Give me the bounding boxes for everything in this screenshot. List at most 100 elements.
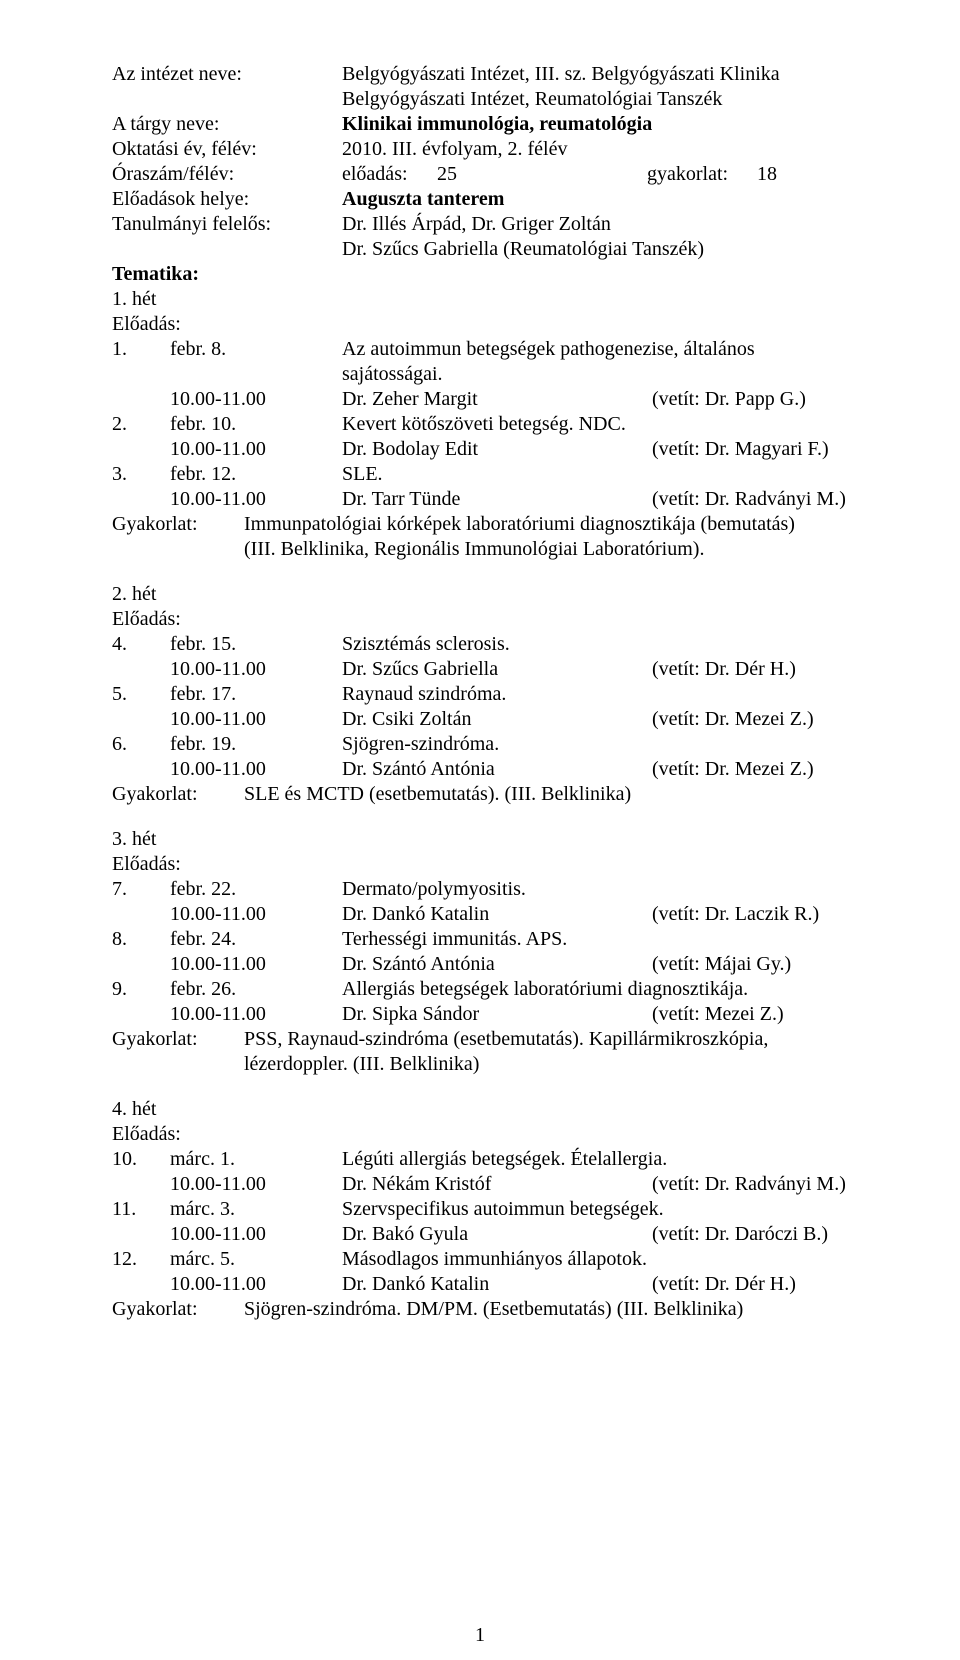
- lecture-lecturer: Dr. Dankó Katalin: [342, 902, 652, 927]
- weeks-container: 1. hétElőadás:1.febr. 8.Az autoimmun bet…: [112, 287, 850, 1322]
- lecture-number: 12.: [112, 1247, 170, 1272]
- header-institute-row2: Belgyógyászati Intézet, Reumatológiai Ta…: [112, 87, 850, 112]
- lecture-projector: (vetít: Dr. Dér H.): [652, 657, 850, 682]
- hours-lecture-label: előadás:: [342, 162, 437, 187]
- lecture-lecturer: Dr. Szántó Antónia: [342, 952, 652, 977]
- lecture-title: Légúti allergiás betegségek. Ételallergi…: [342, 1147, 850, 1172]
- lecture-number: 4.: [112, 632, 170, 657]
- label-institute: Az intézet neve:: [112, 62, 342, 87]
- lecture-number: 6.: [112, 732, 170, 757]
- lecture-detail-row: 10.00-11.00Dr. Nékám Kristóf(vetít: Dr. …: [112, 1172, 850, 1197]
- lecture-projector: (vetít: Dr. Laczik R.): [652, 902, 850, 927]
- lecture-detail-row: 10.00-11.00Dr. Csiki Zoltán(vetít: Dr. M…: [112, 707, 850, 732]
- lecture-date: febr. 15.: [170, 632, 342, 657]
- lecture-lecturer: Dr. Nékám Kristóf: [342, 1172, 652, 1197]
- page-number: 1: [0, 1623, 960, 1648]
- lecture-date: márc. 5.: [170, 1247, 342, 1272]
- lecture-time: 10.00-11.00: [170, 1172, 342, 1197]
- lecture-lecturer: Dr. Csiki Zoltán: [342, 707, 652, 732]
- lecture-detail-row: 10.00-11.00Dr. Szűcs Gabriella(vetít: Dr…: [112, 657, 850, 682]
- lecture-title-row: 5.febr. 17.Raynaud szindróma.: [112, 682, 850, 707]
- lecture-title-row: 6.febr. 19.Sjögren-szindróma.: [112, 732, 850, 757]
- lecture-detail-row: 10.00-11.00Dr. Dankó Katalin(vetít: Dr. …: [112, 1272, 850, 1297]
- header-institute-row: Az intézet neve: Belgyógyászati Intézet,…: [112, 62, 850, 87]
- institute-line2: Belgyógyászati Intézet, Reumatológiai Ta…: [342, 87, 850, 112]
- practice-text: Immunpatológiai kórképek laboratóriumi d…: [244, 512, 850, 537]
- lecture-lecturer: Dr. Bakó Gyula: [342, 1222, 652, 1247]
- lecture-projector: (vetít: Dr. Radványi M.): [652, 1172, 850, 1197]
- lecture-title: Kevert kötőszöveti betegség. NDC.: [342, 412, 850, 437]
- lecture-number: 9.: [112, 977, 170, 1002]
- week-heading: 3. hét: [112, 827, 850, 852]
- responsible-line1: Dr. Illés Árpád, Dr. Griger Zoltán: [342, 212, 850, 237]
- lecture-lecturer: Dr. Szűcs Gabriella: [342, 657, 652, 682]
- lecture-title: Másodlagos immunhiányos állapotok.: [342, 1247, 850, 1272]
- lecture-projector: (vetít: Dr. Mezei Z.): [652, 757, 850, 782]
- lecture-detail-row: 10.00-11.00Dr. Szántó Antónia(vetít: Máj…: [112, 952, 850, 977]
- lecture-projector: (vetít: Dr. Mezei Z.): [652, 707, 850, 732]
- lecture-detail-row: 10.00-11.00Dr. Dankó Katalin(vetít: Dr. …: [112, 902, 850, 927]
- hours-lecture-count: 25: [437, 162, 647, 187]
- hours-practice-label: gyakorlat:: [647, 162, 757, 187]
- lecture-number: 11.: [112, 1197, 170, 1222]
- lecture-number: 1.: [112, 337, 170, 387]
- lecture-title: Sjögren-szindróma.: [342, 732, 850, 757]
- lecture-number: 10.: [112, 1147, 170, 1172]
- practice-row: Gyakorlat:PSS, Raynaud-szindróma (esetbe…: [112, 1027, 850, 1052]
- practice-label: Gyakorlat:: [112, 1297, 244, 1322]
- week-heading: 4. hét: [112, 1097, 850, 1122]
- lecture-projector: (vetít: Dr. Magyari F.): [652, 437, 850, 462]
- lecture-title-row: 10.márc. 1.Légúti allergiás betegségek. …: [112, 1147, 850, 1172]
- lecture-title: Raynaud szindróma.: [342, 682, 850, 707]
- lecture-date: febr. 19.: [170, 732, 342, 757]
- lecture-title-row: 2.febr. 10.Kevert kötőszöveti betegség. …: [112, 412, 850, 437]
- lecture-number: 3.: [112, 462, 170, 487]
- label-responsible: Tanulmányi felelős:: [112, 212, 342, 237]
- lecture-projector: (vetít: Dr. Papp G.): [652, 387, 850, 412]
- practice-label: [112, 1052, 244, 1077]
- practice-row: Gyakorlat:SLE és MCTD (esetbemutatás). (…: [112, 782, 850, 807]
- practice-row: (III. Belklinika, Regionális Immunológia…: [112, 537, 850, 562]
- header-subject-row: A tárgy neve: Klinikai immunológia, reum…: [112, 112, 850, 137]
- lecture-title: Allergiás betegségek laboratóriumi diagn…: [342, 977, 850, 1002]
- lecture-date: febr. 24.: [170, 927, 342, 952]
- header-year-row: Oktatási év, félév: 2010. III. évfolyam,…: [112, 137, 850, 162]
- lecture-number: 2.: [112, 412, 170, 437]
- practice-label: [112, 537, 244, 562]
- practice-row: lézerdoppler. (III. Belklinika): [112, 1052, 850, 1077]
- subject-name: Klinikai immunológia, reumatológia: [342, 112, 850, 137]
- lecture-title: Terhességi immunitás. APS.: [342, 927, 850, 952]
- lecture-projector: (vetít: Májai Gy.): [652, 952, 850, 977]
- lecture-title: Szervspecifikus autoimmun betegségek.: [342, 1197, 850, 1222]
- lecture-detail-row: 10.00-11.00Dr. Bodolay Edit(vetít: Dr. M…: [112, 437, 850, 462]
- week-heading: 2. hét: [112, 582, 850, 607]
- practice-text: SLE és MCTD (esetbemutatás). (III. Belkl…: [244, 782, 850, 807]
- label-hours: Óraszám/félév:: [112, 162, 342, 187]
- hours-practice-count: 18: [757, 162, 850, 187]
- practice-row: Gyakorlat:Immunpatológiai kórképek labor…: [112, 512, 850, 537]
- lecture-number: 5.: [112, 682, 170, 707]
- tematika-heading: Tematika:: [112, 262, 850, 287]
- practice-text: lézerdoppler. (III. Belklinika): [244, 1052, 850, 1077]
- label-subject: A tárgy neve:: [112, 112, 342, 137]
- lecture-title-row: 12.márc. 5.Másodlagos immunhiányos állap…: [112, 1247, 850, 1272]
- lecture-title-row: 11.márc. 3.Szervspecifikus autoimmun bet…: [112, 1197, 850, 1222]
- lecture-projector: (vetít: Mezei Z.): [652, 1002, 850, 1027]
- header-resp-row: Tanulmányi felelős: Dr. Illés Árpád, Dr.…: [112, 212, 850, 237]
- year-value: 2010. III. évfolyam, 2. félév: [342, 137, 850, 162]
- lecture-lecturer: Dr. Zeher Margit: [342, 387, 652, 412]
- lecture-date: febr. 17.: [170, 682, 342, 707]
- lecture-number: 8.: [112, 927, 170, 952]
- lecture-section-label: Előadás:: [112, 1122, 850, 1147]
- lecture-time: 10.00-11.00: [170, 657, 342, 682]
- lecture-detail-row: 10.00-11.00Dr. Zeher Margit(vetít: Dr. P…: [112, 387, 850, 412]
- lecture-time: 10.00-11.00: [170, 1272, 342, 1297]
- practice-text: Sjögren-szindróma. DM/PM. (Esetbemutatás…: [244, 1297, 850, 1322]
- lecture-detail-row: 10.00-11.00Dr. Sipka Sándor(vetít: Mezei…: [112, 1002, 850, 1027]
- label-place: Előadások helye:: [112, 187, 342, 212]
- lecture-title-row: 8.febr. 24.Terhességi immunitás. APS.: [112, 927, 850, 952]
- lecture-date: febr. 26.: [170, 977, 342, 1002]
- lecture-date: febr. 8.: [170, 337, 342, 387]
- lecture-detail-row: 10.00-11.00Dr. Tarr Tünde(vetít: Dr. Rad…: [112, 487, 850, 512]
- lecture-title-row: 7.febr. 22.Dermato/polymyositis.: [112, 877, 850, 902]
